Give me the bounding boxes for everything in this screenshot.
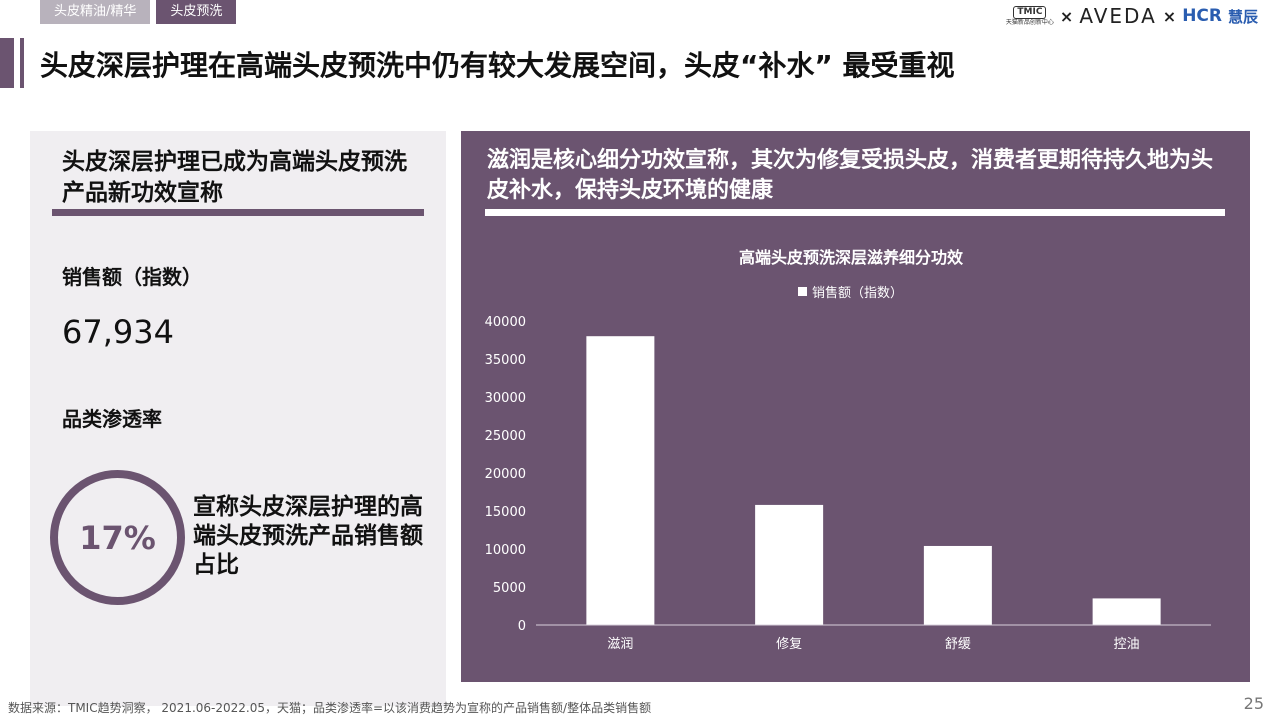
x-tick-label: 舒缓 [945, 637, 971, 652]
left-panel-divider [52, 209, 424, 216]
x-tick-label: 修复 [776, 637, 802, 652]
left-summary-panel: 头皮深层护理已成为高端头皮预洗产品新功效宣称 销售额（指数） 67,934 品类… [30, 131, 446, 706]
data-source-note: 数据来源：TMIC趋势洞察， 2021.06-2022.05，天猫；品类渗透率=… [8, 701, 652, 715]
page-number: 25 [1243, 694, 1264, 713]
penetration-ring: 17% [50, 470, 185, 605]
aveda-logo: AVEDA [1079, 4, 1157, 28]
penetration-description: 宣称头皮深层护理的高端头皮预洗产品销售额占比 [193, 494, 423, 578]
logo-separator: × [1162, 6, 1177, 26]
title-accent-bar [0, 38, 14, 88]
y-tick-label: 35000 [485, 353, 526, 368]
tab-scalp-oil-essence[interactable]: 头皮精油/精华 [40, 0, 151, 24]
bar-chart: 高端头皮预洗深层滋养细分功效 销售额（指数） 0 5000 10000 15000 20… [485, 248, 1211, 652]
bar [923, 545, 992, 625]
left-panel-heading: 头皮深层护理已成为高端头皮预洗产品新功效宣称 [62, 149, 407, 206]
penetration-label: 品类渗透率 [62, 407, 162, 431]
y-tick-label: 5000 [493, 581, 526, 596]
x-tick-label: 控油 [1114, 637, 1140, 652]
right-panel-heading: 滋润是核心细分功效宣称，其次为修复受损头皮，消费者更期待持久地为头皮补水，保持头… [487, 148, 1214, 203]
y-tick-label: 40000 [485, 315, 526, 330]
bars [586, 336, 1161, 625]
y-tick-label: 0 [518, 619, 526, 634]
page-title: 头皮深层护理在高端头皮预洗中仍有较大发展空间，头皮“补水” 最受重视 [40, 49, 955, 82]
x-tick-label: 滋润 [607, 637, 633, 652]
y-tick-label: 20000 [485, 467, 526, 482]
x-axis: 滋润 修复 舒缓 控油 [536, 624, 1211, 652]
tab-scalp-prewash[interactable]: 头皮预洗 [156, 0, 237, 24]
tmic-logo-badge: TMIC [1013, 5, 1047, 19]
tmic-logo-subtitle: 天猫新品创新中心 [1005, 18, 1054, 26]
sales-index-value: 67,934 [62, 313, 174, 351]
sales-index-label: 销售额（指数） [62, 265, 202, 289]
partner-logos: TMIC 天猫新品创新中心 × AVEDA × HCR 慧辰 [1006, 4, 1258, 28]
legend-label: 销售额（指数） [812, 285, 903, 301]
title-accent-bar-thin [20, 38, 24, 88]
right-chart-panel: 滋润是核心细分功效宣称，其次为修复受损头皮，消费者更期待持久地为头皮补水，保持头… [461, 131, 1250, 682]
y-tick-label: 10000 [485, 543, 526, 558]
right-panel-divider [485, 209, 1225, 216]
bar [755, 504, 824, 625]
chart-title: 高端头皮预洗深层滋养细分功效 [739, 248, 963, 267]
y-tick-label: 15000 [485, 505, 526, 520]
penetration-value: 17% [79, 518, 156, 557]
logo-separator: × [1059, 6, 1074, 26]
y-tick-label: 30000 [485, 391, 526, 406]
y-axis: 0 5000 10000 15000 20000 25000 30000 35000 40000 [485, 315, 526, 634]
hcr-logo: HCR [1182, 6, 1222, 26]
hcr-logo-cn: 慧辰 [1227, 7, 1258, 26]
bar [1092, 598, 1161, 625]
legend-swatch [798, 287, 807, 296]
y-tick-label: 25000 [485, 429, 526, 444]
tmic-logo: TMIC 天猫新品创新中心 [1005, 5, 1054, 27]
chart-legend: 销售额（指数） [798, 285, 903, 301]
section-tabs: 头皮精油/精华 头皮预洗 [40, 0, 237, 24]
bar [586, 336, 655, 625]
